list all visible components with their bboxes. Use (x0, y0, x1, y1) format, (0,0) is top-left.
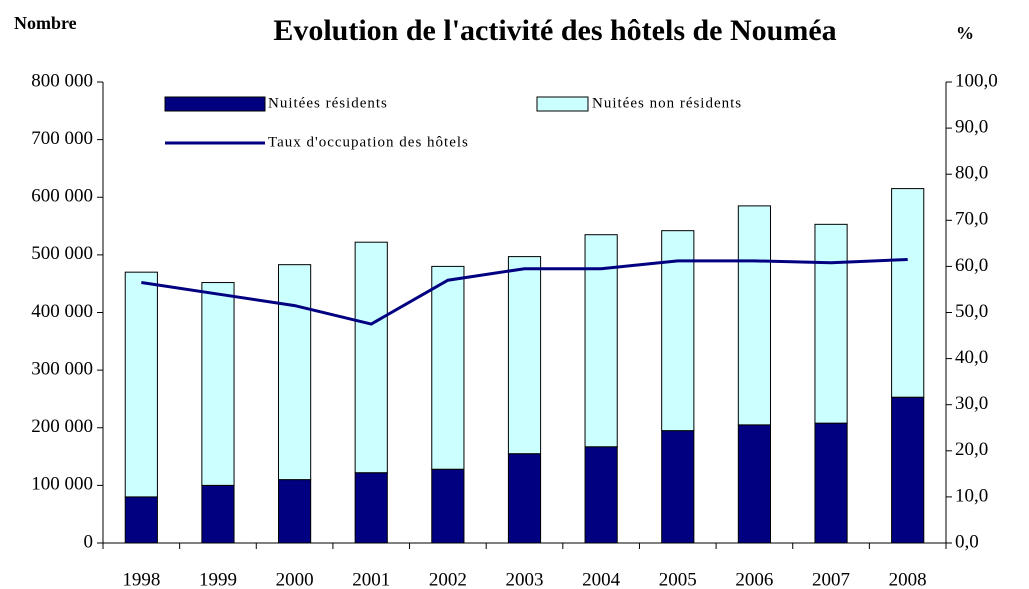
legend-label: Taux d'occupation des hôtels (268, 134, 469, 150)
bar (737, 205, 772, 426)
y2-tick-label: 100,0 (955, 70, 998, 91)
bar (507, 453, 542, 544)
x-tick-label: 1999 (199, 569, 237, 589)
y-tick-label: 100 000 (31, 474, 93, 495)
legend-swatch (164, 96, 266, 112)
bar (584, 446, 618, 544)
x-tick-label: 2004 (582, 569, 621, 589)
bar (891, 396, 925, 544)
legend-swatch (536, 96, 589, 112)
x-tick-label: 2000 (276, 569, 314, 589)
y-tick-label: 300 000 (31, 358, 93, 379)
bar (124, 271, 158, 498)
x-tick-label: 2006 (735, 569, 773, 589)
y-tick-label: 0 (84, 531, 94, 552)
bar (431, 265, 465, 470)
bar (277, 264, 312, 481)
y-tick-label: 500 000 (31, 243, 93, 264)
x-tick-label: 2003 (506, 569, 544, 589)
bar (201, 484, 235, 544)
bar (124, 496, 158, 544)
y-axis-label: Nombre (14, 13, 77, 33)
bar (891, 188, 925, 398)
line (141, 257, 908, 326)
y2-tick-label: 40,0 (955, 347, 988, 368)
x-tick-label: 2002 (429, 569, 467, 589)
bar (201, 282, 235, 486)
bar (354, 241, 388, 474)
y2-tick-label: 50,0 (955, 301, 988, 322)
bar (277, 479, 312, 544)
y-tick-label: 800 000 (31, 70, 93, 91)
bar (354, 472, 388, 544)
y2-tick-label: 10,0 (955, 485, 988, 506)
x-tick-label: 2007 (812, 569, 850, 589)
y2-tick-label: 60,0 (955, 255, 988, 276)
y2-tick-label: 80,0 (955, 163, 988, 184)
y2-tick-label: 90,0 (955, 116, 988, 137)
bar (814, 422, 848, 544)
x-tick-label: 1998 (122, 569, 160, 589)
x-tick-label: 2008 (889, 569, 927, 589)
y-tick-label: 200 000 (31, 416, 93, 437)
legend-label: Nuitées non résidents (592, 95, 742, 111)
x-tick-label: 2005 (659, 569, 697, 589)
x-tick-label: 2001 (352, 569, 390, 589)
y-tick-label: 400 000 (31, 301, 93, 322)
y2-tick-label: 30,0 (955, 393, 988, 414)
y2-tick-label: 70,0 (955, 209, 988, 230)
y2-tick-label: 0,0 (955, 531, 979, 552)
bar (661, 230, 695, 432)
y-tick-label: 700 000 (31, 128, 93, 149)
bar (431, 468, 465, 544)
legend-label: Nuitées résidents (268, 95, 388, 111)
y2-axis-label: % (956, 23, 974, 43)
bar (737, 424, 772, 544)
y2-tick-label: 20,0 (955, 439, 988, 460)
bar (661, 430, 695, 544)
bar (507, 256, 542, 455)
y-tick-label: 600 000 (31, 186, 93, 207)
chart-title: Evolution de l'activité des hôtels de No… (273, 14, 836, 47)
bar (814, 223, 848, 424)
